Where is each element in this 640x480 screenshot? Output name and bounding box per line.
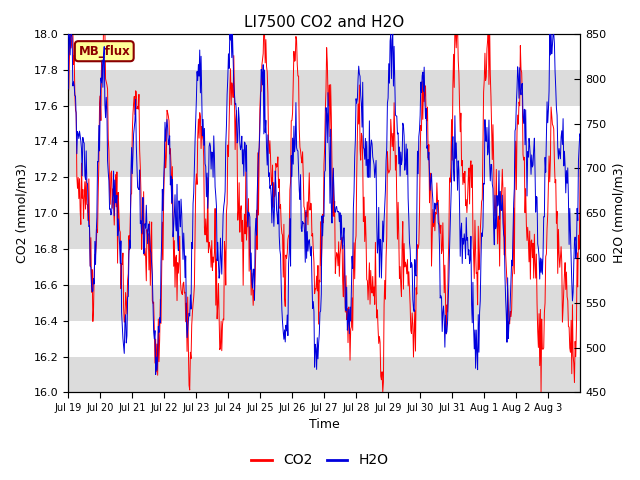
Bar (68, 321, 580, 357)
CO2 (378, 377, 385, 383)
CO2 (64, 93, 72, 99)
Bar (68, 106, 580, 142)
H2O (577, 134, 584, 140)
Y-axis label: CO2 (mmol/m3): CO2 (mmol/m3) (15, 163, 28, 263)
Bar (68, 357, 580, 393)
Bar (68, 249, 580, 285)
Bar (68, 34, 580, 70)
Bar (68, 70, 580, 106)
Bar (68, 142, 580, 177)
Line: CO2: CO2 (68, 25, 580, 393)
Legend: CO2, H2O: CO2, H2O (246, 448, 394, 473)
H2O (378, 248, 386, 254)
CO2 (220, 316, 227, 322)
Title: LI7500 CO2 and H2O: LI7500 CO2 and H2O (244, 15, 404, 30)
H2O (64, 86, 72, 92)
H2O (245, 210, 253, 216)
H2O (152, 372, 159, 377)
Bar (68, 177, 580, 213)
CO2 (264, 90, 272, 96)
H2O (125, 252, 132, 257)
CO2 (67, 22, 74, 28)
CO2 (407, 328, 415, 334)
CO2 (577, 144, 584, 149)
H2O (407, 264, 415, 270)
H2O (220, 203, 228, 209)
CO2 (244, 196, 252, 202)
Text: MB_flux: MB_flux (78, 45, 130, 58)
CO2 (379, 390, 387, 396)
X-axis label: Time: Time (309, 419, 340, 432)
Line: H2O: H2O (68, 34, 580, 374)
Y-axis label: H2O (mmol/m3): H2O (mmol/m3) (612, 163, 625, 264)
CO2 (125, 233, 132, 239)
H2O (65, 31, 73, 37)
H2O (265, 174, 273, 180)
Bar (68, 213, 580, 249)
Bar (68, 285, 580, 321)
